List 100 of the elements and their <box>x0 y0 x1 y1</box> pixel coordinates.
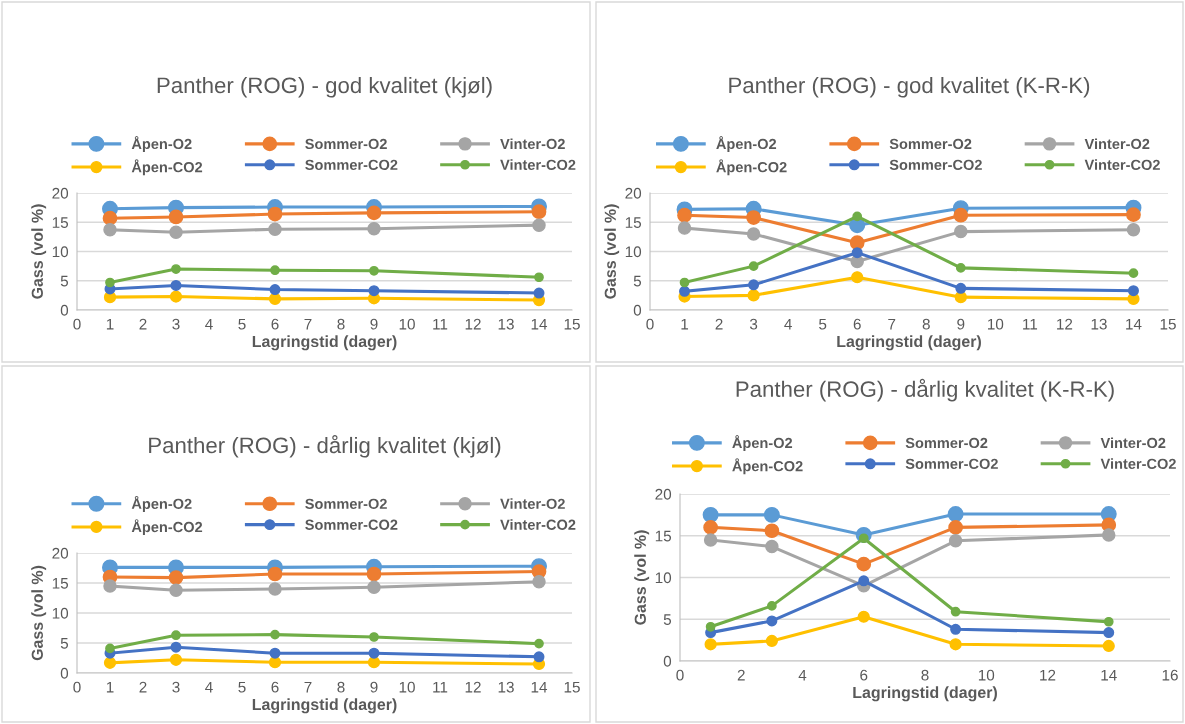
point <box>268 292 282 305</box>
point <box>705 621 716 632</box>
point <box>532 575 546 589</box>
y-axis-title: Gass (vol %) <box>634 530 650 625</box>
y-tick-label: 15 <box>52 578 69 589</box>
x-tick-label: 7 <box>304 318 312 330</box>
x-tick-label: 8 <box>337 318 345 330</box>
x-tick-label: 14 <box>1126 318 1142 330</box>
point <box>1126 207 1141 223</box>
point <box>270 629 280 640</box>
legend-label: Åpen-O2 <box>716 136 777 152</box>
point <box>170 279 182 291</box>
y-axis-title: Gass (vol %) <box>31 565 47 661</box>
x-tick-label: 13 <box>1091 318 1107 330</box>
point <box>677 221 692 235</box>
x-tick-label: 4 <box>205 318 213 330</box>
point <box>531 204 547 220</box>
point <box>857 610 870 623</box>
point <box>269 284 281 296</box>
point <box>534 272 544 283</box>
point <box>858 575 870 587</box>
point <box>950 606 961 617</box>
point <box>533 651 545 663</box>
point <box>367 580 381 594</box>
point <box>746 210 761 225</box>
point <box>856 556 872 572</box>
legend-label: Åpen-CO2 <box>131 519 203 536</box>
point <box>267 206 283 222</box>
point <box>955 282 967 294</box>
point <box>748 279 760 291</box>
point <box>105 277 115 288</box>
x-tick-label: 12 <box>1040 669 1056 681</box>
point <box>532 218 546 232</box>
x-tick-label: 2 <box>139 681 147 693</box>
x-tick-label: 11 <box>1023 318 1038 330</box>
x-tick-label: 3 <box>172 318 180 330</box>
point <box>170 641 182 653</box>
x-tick-label: 10 <box>988 318 1004 330</box>
point <box>767 601 777 611</box>
y-tick-label: 5 <box>663 614 672 625</box>
y-tick-label: 5 <box>60 275 69 287</box>
x-tick-label: 5 <box>819 318 827 330</box>
x-tick-label: 3 <box>749 318 758 330</box>
legend-label: Sommer-O2 <box>889 138 972 150</box>
x-tick-label: 8 <box>921 669 929 681</box>
legend-label: Vinter-CO2 <box>1100 458 1176 470</box>
y-tick-label: 10 <box>52 246 69 258</box>
x-axis-title: Lagringstid (dager) <box>853 686 997 702</box>
x-tick-label: 14 <box>1101 669 1117 681</box>
y-tick-label: 20 <box>52 547 69 559</box>
x-tick-label: 10 <box>399 318 415 330</box>
point <box>704 638 717 651</box>
legend-label: Vinter-O2 <box>500 138 565 150</box>
legend-label: Sommer-O2 <box>305 498 387 509</box>
point <box>763 506 780 523</box>
x-tick-label: 11 <box>433 318 448 330</box>
point <box>270 265 280 276</box>
x-axis-title: Lagringstid (dager) <box>252 335 397 351</box>
legend-label: Sommer-CO2 <box>889 159 982 171</box>
legend-label: Åpen-CO2 <box>131 159 203 176</box>
point <box>169 225 183 239</box>
point <box>268 582 282 596</box>
x-tick-label: 14 <box>531 318 548 330</box>
x-tick-label: 15 <box>564 318 580 330</box>
point <box>1128 268 1139 279</box>
point <box>702 506 719 523</box>
point <box>169 583 183 597</box>
chart-title: Panther (ROG) - dårlig kvalitet (kjøl) <box>149 435 501 458</box>
point <box>367 221 381 236</box>
point <box>534 638 544 649</box>
point <box>267 566 283 582</box>
y-tick-label: 5 <box>60 638 69 649</box>
point <box>765 539 779 554</box>
legend-label: Vinter-O2 <box>1100 437 1166 449</box>
y-tick-label: 5 <box>633 275 642 287</box>
y-tick-label: 20 <box>625 187 642 199</box>
y-tick-label: 20 <box>655 488 672 500</box>
point <box>1103 627 1115 639</box>
x-tick-label: 0 <box>73 681 81 693</box>
x-tick-label: 1 <box>106 681 114 693</box>
point <box>105 643 115 654</box>
x-tick-label: 8 <box>337 681 345 693</box>
point <box>171 264 181 274</box>
point <box>103 579 117 593</box>
point <box>954 224 968 239</box>
x-tick-label: 7 <box>888 318 896 330</box>
point <box>268 656 282 669</box>
legend-label: Vinter-O2 <box>500 498 565 509</box>
x-tick-label: 5 <box>238 681 246 693</box>
point <box>1103 616 1114 627</box>
point <box>368 285 380 297</box>
y-tick-label: 0 <box>663 655 672 667</box>
x-tick-label: 4 <box>205 681 213 693</box>
x-tick-label: 2 <box>715 318 723 330</box>
legend-label: Åpen-O2 <box>131 495 192 512</box>
point <box>168 209 184 225</box>
y-tick-label: 15 <box>52 217 69 228</box>
x-tick-label: 7 <box>304 681 312 693</box>
legend-label: Vinter-CO2 <box>500 519 576 530</box>
x-tick-label: 0 <box>73 318 81 330</box>
